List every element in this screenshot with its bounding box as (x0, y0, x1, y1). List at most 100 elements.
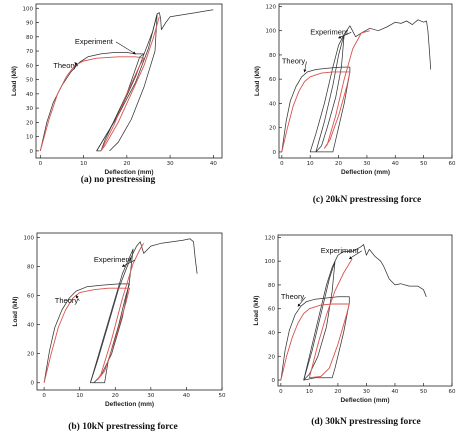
chart-panel-1: 0 10 20 30 40 0 10 20 30 40 50 60 70 80 90 100 Deflectio… (11, 3, 223, 185)
plot-frame (277, 234, 453, 387)
annotation-theory: Theory (55, 296, 79, 305)
annotation-arrow (115, 41, 137, 55)
x-tick-label: 40 (183, 393, 190, 399)
y-tick-label: 60 (27, 294, 34, 300)
x-tick-label: 20 (112, 393, 119, 399)
x-tick-label: 30 (167, 161, 174, 167)
y-tick-label: 80 (27, 264, 34, 270)
y-tick-label: 40 (269, 101, 276, 107)
x-tick-label: 40 (392, 161, 399, 167)
y-tick-label: 20 (27, 352, 34, 358)
x-tick-label: 40 (391, 389, 398, 395)
series-line-theory (43, 242, 145, 383)
y-tick-label: 80 (269, 53, 276, 59)
plot-frame (278, 3, 453, 159)
series-line-theory (280, 258, 353, 381)
x-axis-label: Deflection (mm) (105, 401, 154, 408)
annotation-arrow (297, 297, 306, 307)
x-tick-label: 0 (280, 161, 284, 167)
x-tick-label: 10 (306, 389, 313, 395)
chart-panel-4: 0 10 20 30 40 50 60 0 20 40 60 80 100 120 Deflection (… (253, 234, 456, 427)
y-tick-label: 20 (268, 354, 275, 360)
y-axis-label: Load (kN) (254, 66, 261, 96)
chart-panel-2: 0 10 20 30 40 50 60 0 20 40 60 80 100 120 Deflection (… (254, 3, 456, 205)
annotation-experiment: Experiment (75, 37, 114, 46)
x-tick-label: 0 (279, 389, 283, 395)
y-tick-label: 100 (23, 6, 34, 12)
series-line-theory (281, 30, 370, 153)
y-axis-label: Load (kN) (11, 66, 18, 96)
y-tick-label: 120 (265, 235, 276, 241)
y-tick-label: 20 (26, 120, 33, 126)
annotation-arrow (338, 32, 352, 39)
y-tick-label: 90 (26, 21, 33, 27)
panel-caption: (d) 30kN prestressing force (311, 416, 421, 427)
x-axis-label: Deflection (mm) (104, 169, 153, 176)
x-tick-label: 50 (420, 161, 427, 167)
x-tick-label: 0 (39, 161, 43, 167)
y-tick-label: 60 (26, 63, 33, 69)
series-line-experiment-reload (96, 13, 158, 152)
y-tick-label: 120 (266, 4, 277, 10)
y-tick-label: 50 (26, 78, 33, 84)
plot-frame (36, 232, 223, 391)
x-tick-label: 20 (123, 161, 130, 167)
y-tick-label: 10 (26, 135, 33, 141)
annotation-arrow (121, 259, 136, 267)
x-tick-label: 30 (147, 393, 154, 399)
x-tick-label: 10 (307, 161, 314, 167)
annotation-theory: Theory (281, 292, 305, 301)
y-tick-label: 40 (26, 92, 33, 98)
annotation-experiment: Experiment (321, 246, 360, 255)
panel-caption: (c) 20kN prestressing force (313, 194, 421, 205)
panel-caption: (a) no prestressing (81, 174, 156, 185)
x-tick-label: 60 (449, 389, 456, 395)
annotation-experiment: Experiment (94, 255, 133, 264)
y-tick-label: 40 (268, 330, 275, 336)
x-tick-label: 20 (334, 389, 341, 395)
plot-frame (35, 3, 223, 159)
annotation-theory: Theory (282, 56, 306, 65)
annotation-arrow (74, 61, 79, 67)
y-tick-label: 40 (27, 323, 34, 329)
series-line-experiment (280, 244, 427, 381)
annotation-arrow (348, 250, 362, 260)
y-tick-label: 0 (30, 149, 34, 155)
y-tick-label: 60 (268, 307, 275, 313)
series-line-theory (39, 16, 160, 152)
x-tick-label: 0 (42, 393, 46, 399)
y-tick-label: 0 (272, 378, 276, 384)
annotation-arrow (75, 294, 80, 301)
chart-panel-3: 0 10 20 30 40 50 0 20 40 60 80 100 Deflection (mm) Lo… (12, 232, 226, 432)
y-tick-label: 0 (31, 381, 35, 387)
x-tick-label: 40 (210, 161, 217, 167)
series-line-experiment-reload (315, 33, 345, 153)
y-axis-label: Load (kN) (253, 296, 260, 326)
x-tick-label: 60 (449, 161, 456, 167)
y-tick-label: 100 (266, 29, 277, 35)
y-tick-label: 20 (269, 126, 276, 132)
y-tick-label: 60 (269, 77, 276, 83)
x-tick-label: 50 (420, 389, 427, 395)
y-tick-label: 70 (26, 49, 33, 55)
x-tick-label: 50 (219, 393, 226, 399)
y-axis-label: Load (kN) (12, 297, 19, 327)
annotation-theory: Theory (53, 61, 77, 70)
series-line-experiment (281, 19, 432, 153)
y-tick-label: 100 (265, 259, 276, 265)
panel-caption: (b) 10kN prestressing force (68, 421, 178, 432)
x-tick-label: 20 (335, 161, 342, 167)
x-tick-label: 30 (363, 389, 370, 395)
x-tick-label: 10 (76, 393, 83, 399)
y-tick-label: 100 (24, 235, 35, 241)
y-tick-label: 0 (273, 150, 277, 156)
annotation-arrow (303, 61, 307, 73)
series-line-experiment (39, 9, 214, 152)
y-tick-label: 30 (26, 106, 33, 112)
series-line-experiment-reload (303, 260, 336, 381)
x-axis-label: Deflection (mm) (340, 397, 389, 404)
x-tick-label: 30 (363, 161, 370, 167)
y-tick-label: 80 (268, 283, 275, 289)
annotation-experiment: Experiment (310, 27, 349, 36)
